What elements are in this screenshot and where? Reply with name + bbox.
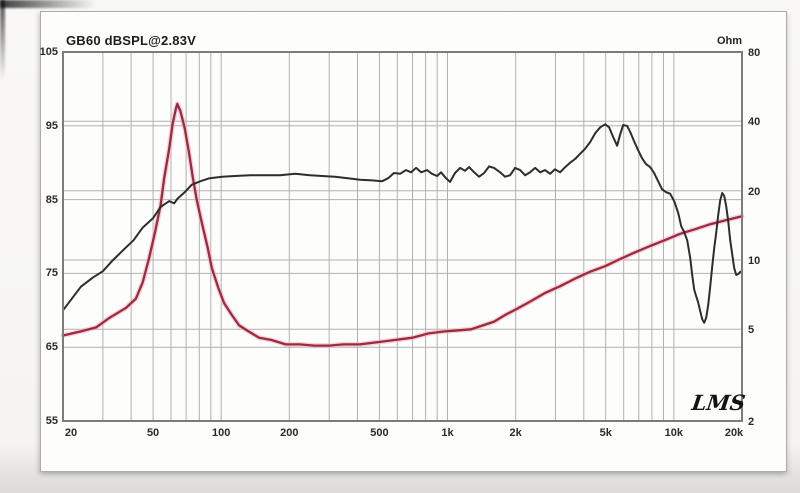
photo-artifact-top — [0, 0, 96, 8]
impedance-curve — [61, 102, 744, 347]
plot-border — [62, 51, 743, 422]
photo-artifact-left — [0, 0, 5, 80]
spl-curve — [62, 123, 743, 324]
impedance-curve-halo — [60, 101, 745, 349]
